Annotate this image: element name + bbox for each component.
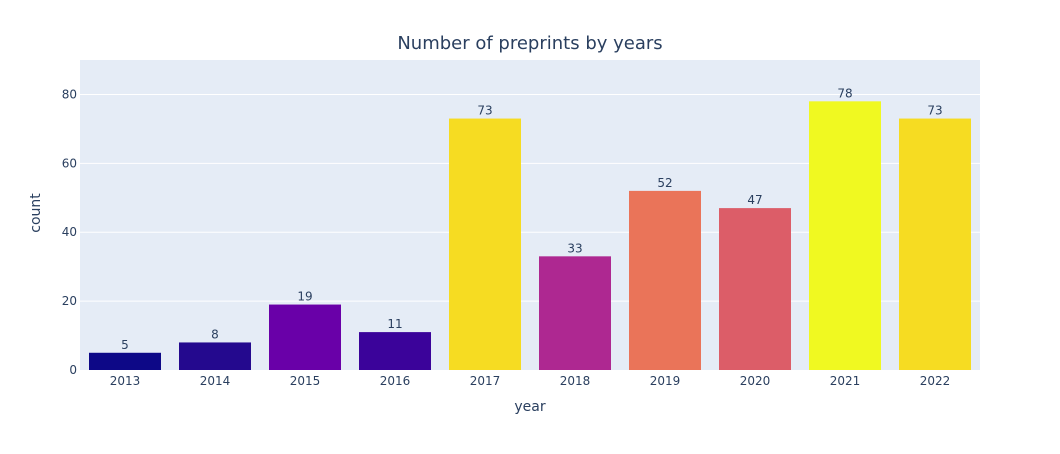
x-axis-ticks: 2013 2014 2015 2016 2017 2018 2019 2020 2021 2022 — [110, 374, 951, 388]
y-tick-label: 0 — [69, 363, 77, 377]
bar-value-label: 52 — [657, 176, 672, 190]
bar-value-label: 33 — [567, 241, 582, 255]
x-axis-label: year — [514, 399, 545, 415]
x-tick-label: 2020 — [740, 374, 771, 388]
x-tick-label: 2017 — [470, 374, 501, 388]
y-tick-label: 60 — [62, 156, 77, 170]
x-tick-label: 2022 — [920, 374, 951, 388]
bar-2016[interactable] — [359, 332, 431, 370]
y-tick-label: 80 — [62, 87, 77, 101]
x-tick-label: 2015 — [290, 374, 321, 388]
bar-2015[interactable] — [269, 304, 341, 370]
bar-2021[interactable] — [809, 101, 881, 370]
bar-2014[interactable] — [179, 342, 251, 370]
bar-2022[interactable] — [899, 118, 971, 370]
bar-2018[interactable] — [539, 256, 611, 370]
bar-value-label: 8 — [211, 327, 219, 341]
bar-value-label: 19 — [297, 290, 312, 304]
x-tick-label: 2021 — [830, 374, 861, 388]
bar-value-label: 78 — [837, 86, 852, 100]
y-axis-label: count — [28, 193, 44, 233]
bar-value-label: 73 — [927, 104, 942, 118]
bar-value-label: 5 — [121, 338, 129, 352]
y-axis-ticks: 0 20 40 60 80 — [62, 87, 77, 377]
x-tick-label: 2019 — [650, 374, 681, 388]
x-tick-label: 2016 — [380, 374, 411, 388]
bars — [89, 101, 971, 370]
y-tick-label: 40 — [62, 225, 77, 239]
bar-2019[interactable] — [629, 190, 701, 370]
y-tick-label: 20 — [62, 294, 77, 308]
x-tick-label: 2018 — [560, 374, 591, 388]
x-tick-label: 2013 — [110, 374, 141, 388]
x-tick-label: 2014 — [200, 374, 231, 388]
chart-title: Number of preprints by years — [397, 33, 662, 54]
bar-2017[interactable] — [449, 118, 521, 370]
bar-2020[interactable] — [719, 208, 791, 370]
bar-value-label: 11 — [387, 317, 402, 331]
bar-value-label: 73 — [477, 104, 492, 118]
bar-2013[interactable] — [89, 352, 161, 370]
bar-data-labels: 5 8 19 11 73 33 52 47 78 73 — [121, 86, 942, 351]
bar-value-label: 47 — [747, 193, 762, 207]
